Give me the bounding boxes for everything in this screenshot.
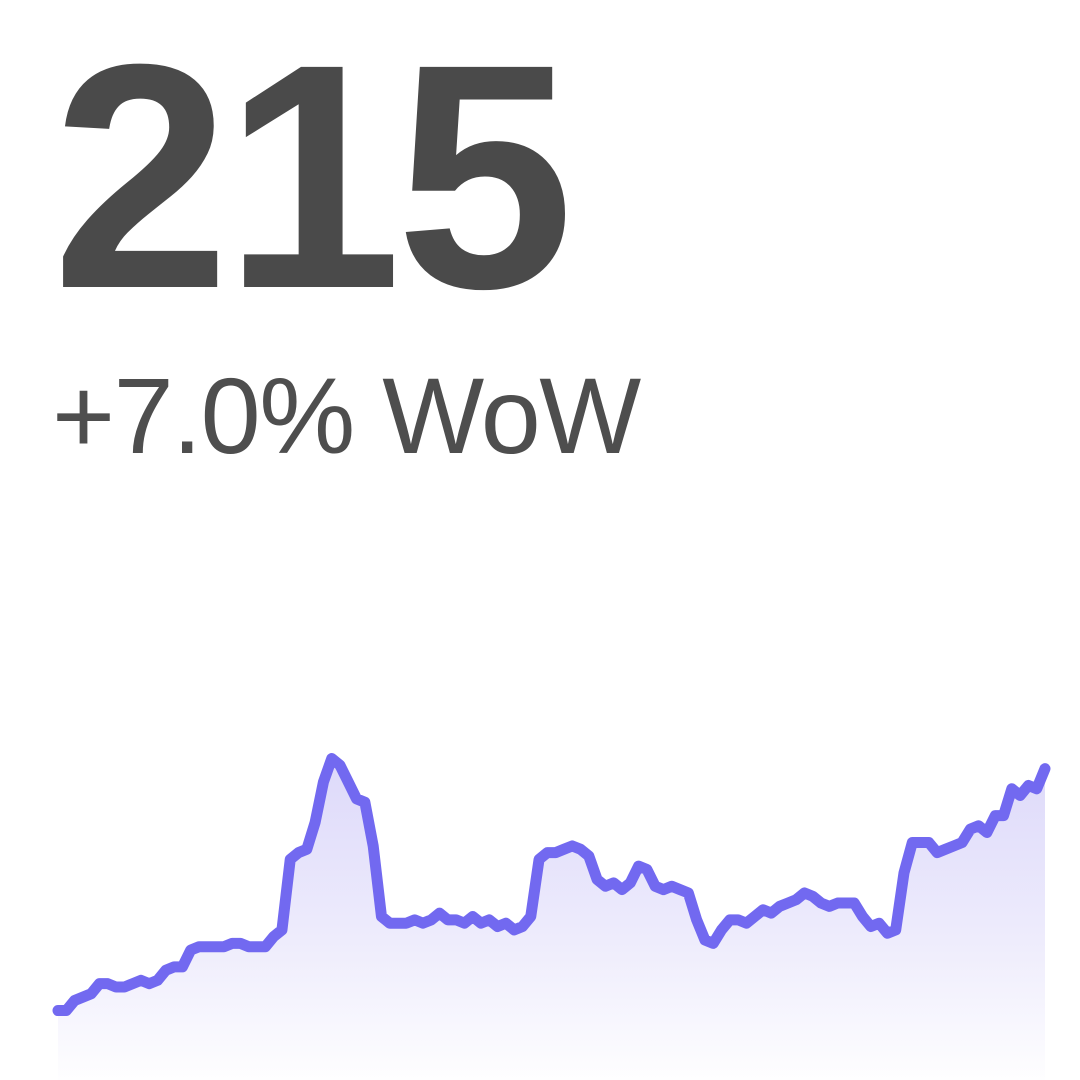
metric-value: 215 (52, 0, 574, 355)
sparkline-stroke (52, 753, 1051, 1017)
metric-delta-label: +7.0% WoW (52, 355, 641, 476)
metric-summary: 215 +7.0% WoW (52, 0, 1032, 476)
sparkline-area-fill (58, 758, 1045, 1080)
